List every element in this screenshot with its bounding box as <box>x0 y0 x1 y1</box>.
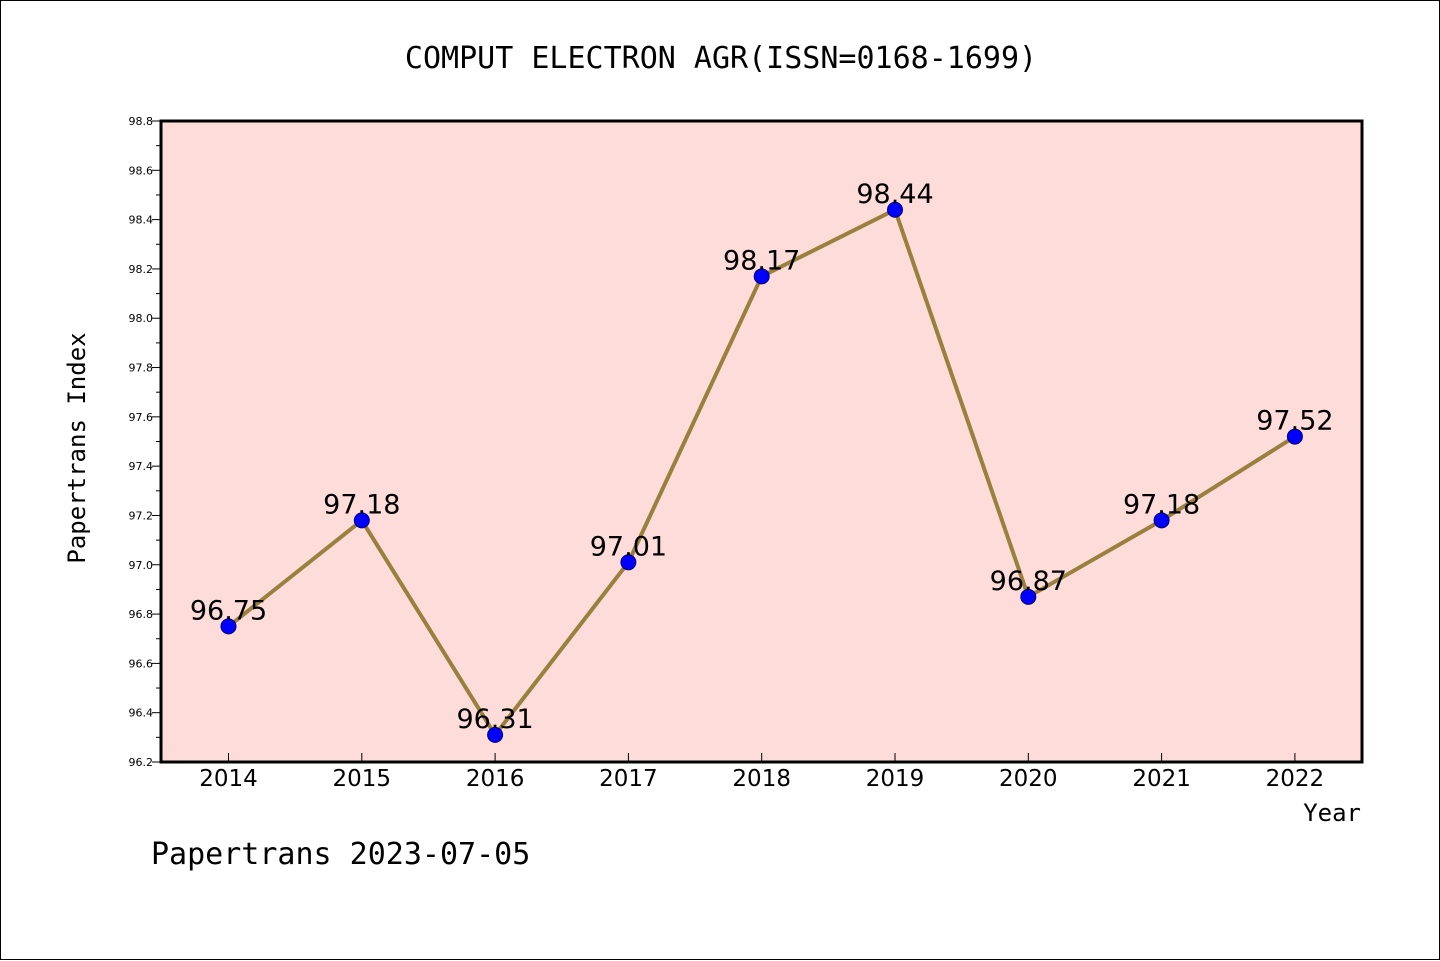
y-tick-label: 97.4 <box>129 460 154 473</box>
data-point <box>1153 512 1170 529</box>
y-axis-label: Papertrans Index <box>63 332 91 563</box>
data-point <box>753 268 770 285</box>
y-tick-label: 96.2 <box>129 756 154 769</box>
x-tick-label: 2019 <box>866 766 925 792</box>
x-tick-label: 2022 <box>1266 766 1325 792</box>
data-label: 97.18 <box>1123 489 1200 520</box>
data-label: 98.44 <box>856 179 933 210</box>
y-tick-label: 96.6 <box>129 657 154 670</box>
data-label: 98.17 <box>723 245 800 276</box>
data-label: 96.75 <box>190 595 267 626</box>
y-tick-label: 98.4 <box>129 214 154 227</box>
y-tick-label: 98.8 <box>129 115 154 128</box>
chart-title: COMPUT ELECTRON AGR(ISSN=0168-1699) <box>405 41 1037 76</box>
data-label: 96.87 <box>990 566 1067 597</box>
data-point <box>220 618 237 635</box>
data-point <box>1020 588 1037 605</box>
data-point <box>1286 428 1303 445</box>
data-labels: 96.75 97.18 96.31 97.01 98.17 98.44 96.87 97.18… <box>190 179 1334 735</box>
y-tick-label: 97.2 <box>129 509 154 522</box>
data-label: 97.01 <box>590 531 667 562</box>
data-point <box>487 726 504 743</box>
x-axis-label: Year <box>1303 799 1361 827</box>
y-tick-label: 97.0 <box>129 559 154 572</box>
data-point <box>353 512 370 529</box>
x-tick-label: 2014 <box>199 766 258 792</box>
data-point <box>620 554 637 571</box>
y-tick-label: 96.4 <box>129 707 154 720</box>
x-tick-label: 2017 <box>599 766 658 792</box>
x-tick-label: 2016 <box>466 766 525 792</box>
y-tick-label: 98.6 <box>129 164 154 177</box>
y-axis: 96.2 96.4 96.6 96.8 97.0 97.2 97.4 97.6 97.8 98.0… <box>129 115 161 769</box>
data-label: 97.18 <box>323 489 400 520</box>
data-label: 97.52 <box>1256 406 1333 437</box>
y-tick-label: 98.2 <box>129 263 154 276</box>
series-1 <box>220 201 1303 743</box>
x-tick-label: 2020 <box>999 766 1058 792</box>
y-tick-label: 98.0 <box>129 312 154 325</box>
data-label: 96.31 <box>456 704 533 735</box>
footer-text: Papertrans 2023-07-05 <box>151 837 530 872</box>
x-axis: 2014 2015 2016 2017 2018 2019 2020 2021 2022 <box>199 753 1324 792</box>
y-tick-label: 96.8 <box>129 608 154 621</box>
y-tick-label: 97.8 <box>129 362 154 375</box>
y-tick-label: 97.6 <box>129 411 154 424</box>
x-tick-label: 2018 <box>732 766 791 792</box>
data-point <box>887 201 903 218</box>
x-tick-label: 2015 <box>333 766 392 792</box>
plot-area <box>159 119 1364 764</box>
x-tick-label: 2021 <box>1132 766 1191 792</box>
